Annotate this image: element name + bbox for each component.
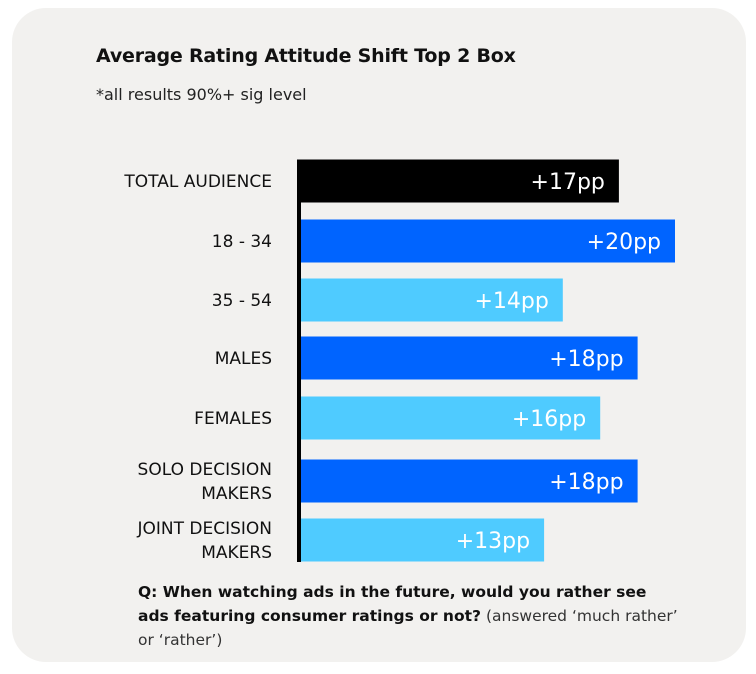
category-label: 35 - 54 [212, 291, 272, 311]
category-label: MAKERS [201, 484, 272, 504]
bar [301, 219, 675, 263]
category-label: MAKERS [201, 543, 272, 563]
chart-subtitle: *all results 90%+ sig level [96, 85, 307, 104]
bar [301, 336, 638, 380]
data-label: +18pp [549, 347, 623, 372]
bar [301, 459, 638, 503]
bar [297, 159, 619, 203]
chart-title: Average Rating Attitude Shift Top 2 Box [96, 45, 516, 67]
bar [301, 278, 563, 322]
bar [301, 518, 545, 562]
bar [301, 396, 601, 440]
category-label: JOINT DECISION [136, 519, 272, 539]
data-label: +20pp [587, 230, 661, 255]
data-label: +14pp [474, 289, 548, 314]
y-axis-line [297, 200, 301, 562]
category-label: MALES [215, 349, 272, 369]
footnote-note: (answered ‘much rather’ or ‘rather’) [138, 607, 678, 649]
category-label: SOLO DECISION [138, 460, 272, 480]
footnote-question: Q: When watching ads in the future, woul… [138, 583, 647, 625]
category-label: 18 - 34 [212, 232, 272, 252]
category-label: FEMALES [194, 409, 272, 429]
data-label: +18pp [549, 470, 623, 495]
data-label: +13pp [456, 529, 530, 554]
data-label: +16pp [512, 407, 586, 432]
data-label: +17pp [531, 170, 605, 195]
footnote: Q: When watching ads in the future, woul… [138, 580, 678, 652]
category-label: TOTAL AUDIENCE [123, 172, 272, 192]
